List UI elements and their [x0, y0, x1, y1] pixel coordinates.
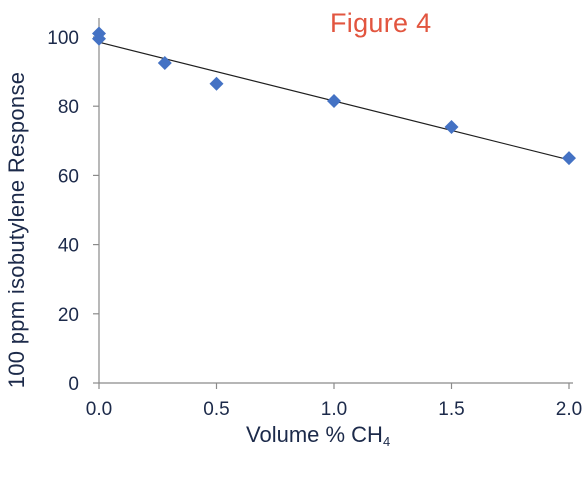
- data-point: [157, 55, 172, 70]
- x-axis-title-main: Volume % CH: [246, 422, 383, 447]
- y-tick-label: 0: [68, 374, 79, 395]
- x-tick-label: 1.5: [438, 399, 464, 420]
- chart-title: Figure 4: [330, 8, 432, 38]
- data-point: [444, 119, 459, 134]
- data-point: [92, 31, 106, 46]
- data-point: [327, 94, 341, 109]
- x-tick-label: 0.0: [86, 399, 112, 420]
- data-point: [209, 76, 224, 91]
- y-tick-label: 20: [58, 305, 79, 326]
- x-axis-title: Volume % CH4: [246, 422, 390, 449]
- x-tick-label: 2.0: [556, 399, 582, 420]
- y-tick-label: 40: [58, 236, 79, 257]
- x-tick-label: 1.0: [321, 399, 347, 420]
- y-tick-label: 80: [58, 97, 79, 118]
- y-tick-label: 60: [58, 166, 79, 187]
- data-point: [562, 151, 576, 166]
- y-tick-label: 100: [47, 28, 79, 49]
- x-axis-title-subscript: 4: [382, 434, 391, 449]
- x-tick-label: 0.5: [203, 399, 229, 420]
